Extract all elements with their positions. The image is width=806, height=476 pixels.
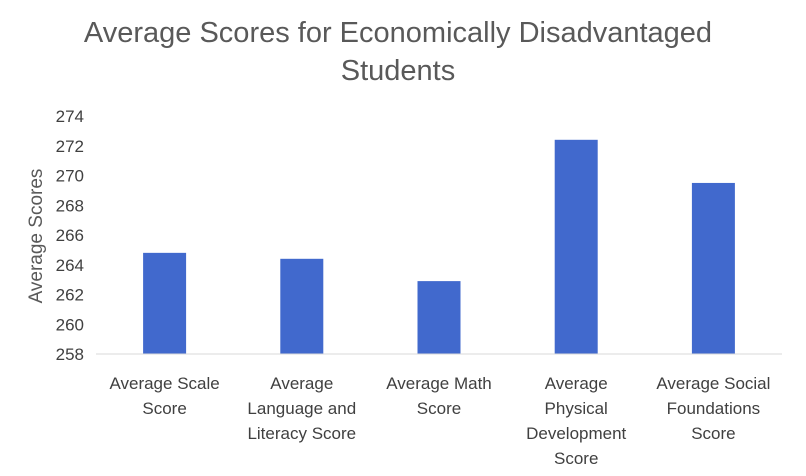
y-axis-ticks: 258 260 262 264 266 268 270 272 274 <box>56 107 84 364</box>
bars <box>143 140 735 354</box>
x-category-label-line: Foundations <box>667 399 761 418</box>
category-labels: Average Scale Score Average Language and Lit… <box>109 374 770 468</box>
x-category-label-line: Physical <box>545 399 608 418</box>
x-category-label-line: Score <box>554 449 598 468</box>
x-category-label-line: Average <box>270 374 333 393</box>
y-tick-label: 270 <box>56 167 84 186</box>
y-tick-label: 274 <box>56 107 84 126</box>
x-category-label: Average Physical Development Score <box>526 374 626 468</box>
x-category-label: Average Scale Score <box>109 374 219 418</box>
bar <box>692 183 735 354</box>
x-category-label-line: Average Math <box>386 374 492 393</box>
x-category-label: Average Math Score <box>386 374 492 418</box>
y-tick-label: 266 <box>56 226 84 245</box>
chart-title-line-1: Average Scores for Economically Disadvan… <box>84 17 712 49</box>
y-tick-label: 272 <box>56 137 84 156</box>
chart-title: Average Scores for Economically Disadvan… <box>84 17 712 87</box>
y-tick-label: 262 <box>56 286 84 305</box>
x-category-label-line: Score <box>691 424 735 443</box>
x-category-label-line: Language and <box>247 399 356 418</box>
x-category-label: Average Language and Literacy Score <box>247 374 356 443</box>
bar <box>280 259 323 354</box>
x-category-label-line: Development <box>526 424 626 443</box>
y-tick-label: 260 <box>56 315 84 334</box>
y-tick-label: 268 <box>56 196 84 215</box>
bar <box>418 281 461 354</box>
x-category-label-line: Score <box>142 399 186 418</box>
x-category-label-line: Literacy Score <box>247 424 356 443</box>
bar <box>143 253 186 354</box>
y-tick-label: 258 <box>56 345 84 364</box>
y-axis-label: Average Scores <box>26 169 47 304</box>
x-category-label-line: Average Social <box>656 374 770 393</box>
chart-title-line-2: Students <box>341 55 455 87</box>
y-tick-label: 264 <box>56 256 84 275</box>
x-category-label-line: Average Scale <box>109 374 219 393</box>
x-category-label-line: Average <box>545 374 608 393</box>
x-category-label: Average Social Foundations Score <box>656 374 770 443</box>
bar <box>555 140 598 354</box>
x-category-label-line: Score <box>417 399 461 418</box>
